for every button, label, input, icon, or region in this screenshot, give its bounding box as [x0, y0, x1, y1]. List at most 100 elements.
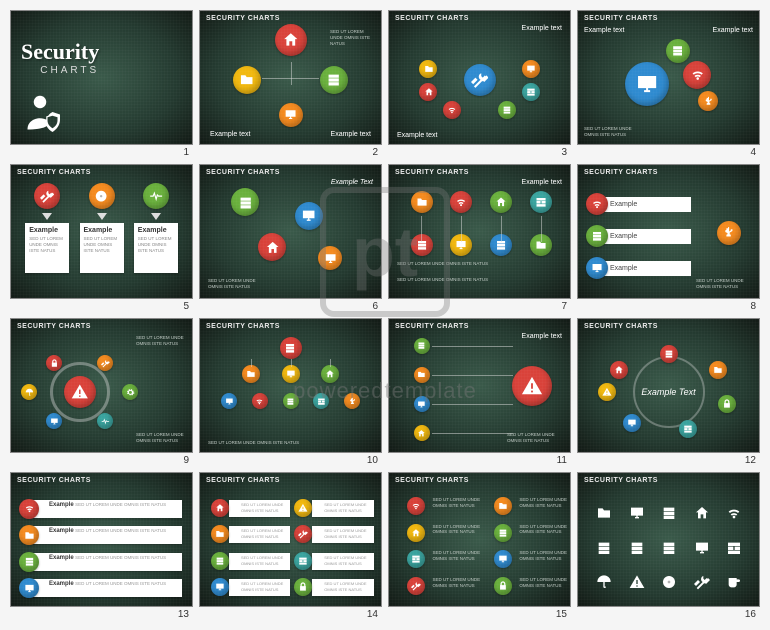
- slide-number: 5: [10, 299, 193, 312]
- mug-icon: [726, 574, 742, 590]
- slide-header: SECURITY CHARTS: [395, 477, 469, 484]
- monitor-icon: [211, 578, 229, 596]
- slide-14: SECURITY CHARTSSED UT LOREM UNDE OMNIS I…: [199, 472, 382, 607]
- lorem-text: SED UT LOREM UNDE OMNIS ISTE NATUS: [397, 261, 560, 267]
- warning-icon: [629, 574, 645, 590]
- label-bar: Example: [596, 261, 691, 276]
- slide-cell: SECURITY CHARTSExample textExample text3: [388, 10, 571, 158]
- person-shield-icon: [25, 92, 65, 132]
- row-body: SED UT LOREM UNDE OMNIS ISTE NATUS: [241, 502, 283, 513]
- bar-label: Example: [610, 233, 637, 240]
- slide-4: SECURITY CHARTSExample textExample textS…: [577, 10, 760, 145]
- slide-cell: SECURITY CHARTS SED UT LOREM UNDE OMNIS I…: [388, 472, 571, 620]
- server-icon: [414, 338, 430, 354]
- row-title: Example: [49, 528, 74, 534]
- list-row: Example SED UT LOREM UNDE OMNIS ISTE NAT…: [31, 500, 182, 518]
- server-icon: [494, 524, 512, 542]
- usb-icon: [717, 221, 741, 245]
- folder-icon: [242, 365, 260, 383]
- folder-icon: [414, 367, 430, 383]
- wifi-icon: [443, 101, 461, 119]
- server-icon: [19, 552, 39, 572]
- umbrella-icon: [21, 384, 37, 400]
- slide-grid: Security CHARTS 1SECURITY CHARTSSED UT L…: [0, 0, 770, 630]
- text-panel: ExampleSED UT LOREM UNDE OMNIS ISTE NATU…: [80, 223, 124, 273]
- panel-body: SED UT LOREM UNDE OMNIS ISTE NATUS: [29, 236, 65, 254]
- firewall-icon: [522, 83, 540, 101]
- home-icon: [258, 233, 286, 261]
- item-text: SED UT LOREM UNDE OMNIS ISTE NATUS: [432, 550, 486, 562]
- list-row: SED UT LOREM UNDE OMNIS ISTE NATUS: [312, 579, 374, 596]
- example-label: Example Text: [331, 179, 373, 186]
- server-icon: [211, 552, 229, 570]
- item-text: SED UT LOREM UNDE OMNIS ISTE NATUS: [519, 577, 571, 589]
- wifi-icon: [726, 505, 742, 521]
- example-label: Example text: [331, 131, 371, 138]
- slide-2: SECURITY CHARTS SED UT LOREM UNDE OMNIS I…: [199, 10, 382, 145]
- list-row: SED UT LOREM UNDE OMNIS ISTE NATUS: [229, 553, 291, 570]
- slide-cell: SECURITY CHARTSSED UT LOREM UNDE OMNIS I…: [199, 472, 382, 620]
- server-icon: [629, 540, 645, 556]
- slide-header: SECURITY CHARTS: [206, 15, 280, 22]
- folder-icon: [494, 497, 512, 515]
- folder-icon: [233, 66, 261, 94]
- monitor-icon: [494, 550, 512, 568]
- slide-cell: SECURITY CHARTSSED UT LOREM UNDE OMNIS I…: [388, 164, 571, 312]
- row-body: SED UT LOREM UNDE OMNIS ISTE NATUS: [324, 528, 366, 539]
- lock-icon: [718, 395, 736, 413]
- server-icon: [320, 66, 348, 94]
- row-body: SED UT LOREM UNDE OMNIS ISTE NATUS: [324, 581, 366, 592]
- monitor-icon: [221, 393, 237, 409]
- monitor-icon: [295, 202, 323, 230]
- row-title: Example: [49, 555, 74, 561]
- firewall-icon: [294, 552, 312, 570]
- usb-icon: [698, 91, 718, 111]
- row-body: SED UT LOREM UNDE OMNIS ISTE NATUS: [241, 581, 283, 592]
- slide-11: SECURITY CHARTSExample textSED UT LOREM …: [388, 318, 571, 453]
- bar-label: Example: [610, 201, 637, 208]
- list-row: Example SED UT LOREM UNDE OMNIS ISTE NAT…: [31, 526, 182, 544]
- panel-body: SED UT LOREM UNDE OMNIS ISTE NATUS: [84, 236, 120, 254]
- slide-number: 4: [577, 145, 760, 158]
- home-icon: [694, 505, 710, 521]
- monitor-icon: [46, 413, 62, 429]
- warning-icon: [598, 383, 616, 401]
- label-bar: Example: [596, 229, 691, 244]
- disc-icon: [89, 183, 115, 209]
- slide-number: 14: [199, 607, 382, 620]
- monitor-icon: [623, 414, 641, 432]
- row-title: Example: [49, 581, 74, 587]
- lorem-text: SED UT LOREM UNDE OMNIS ISTE NATUS: [330, 29, 375, 47]
- panel-title: Example: [138, 227, 174, 234]
- text-panel: ExampleSED UT LOREM UNDE OMNIS ISTE NATU…: [134, 223, 178, 273]
- firewall-icon: [407, 550, 425, 568]
- home-icon: [490, 191, 512, 213]
- heartbeat-icon: [97, 413, 113, 429]
- slide-number: 8: [577, 299, 760, 312]
- slide-cell: SECURITY CHARTS16: [577, 472, 760, 620]
- monitor-icon: [414, 396, 430, 412]
- row-body: SED UT LOREM UNDE OMNIS ISTE NATUS: [324, 555, 366, 566]
- monitor-icon: [279, 103, 303, 127]
- subtitle-text: CHARTS: [21, 65, 99, 76]
- slide-cell: SECURITY CHARTS SED UT LOREM UNDE OMNIS I…: [199, 10, 382, 158]
- slide-16: SECURITY CHARTS: [577, 472, 760, 607]
- row-body: SED UT LOREM UNDE OMNIS ISTE NATUS: [75, 528, 166, 533]
- slide-header: SECURITY CHARTS: [584, 323, 658, 330]
- warning-icon: [294, 499, 312, 517]
- server-icon: [280, 337, 302, 359]
- server-icon: [661, 505, 677, 521]
- home-icon: [414, 425, 430, 441]
- umbrella-icon: [596, 574, 612, 590]
- monitor-icon: [282, 365, 300, 383]
- slide-number: 16: [577, 607, 760, 620]
- slide-cell: SECURITY CHARTSExampleSED UT LOREM UNDE …: [10, 164, 193, 312]
- row-body: SED UT LOREM UNDE OMNIS ISTE NATUS: [75, 555, 166, 560]
- slide-header: SECURITY CHARTS: [584, 15, 658, 22]
- lorem-text: SED UT LOREM UNDE OMNIS ISTE NATUS: [696, 278, 751, 290]
- wifi-icon: [450, 191, 472, 213]
- server-icon: [283, 393, 299, 409]
- slide-number: 1: [10, 145, 193, 158]
- home-icon: [275, 24, 307, 56]
- slide-3: SECURITY CHARTSExample textExample text: [388, 10, 571, 145]
